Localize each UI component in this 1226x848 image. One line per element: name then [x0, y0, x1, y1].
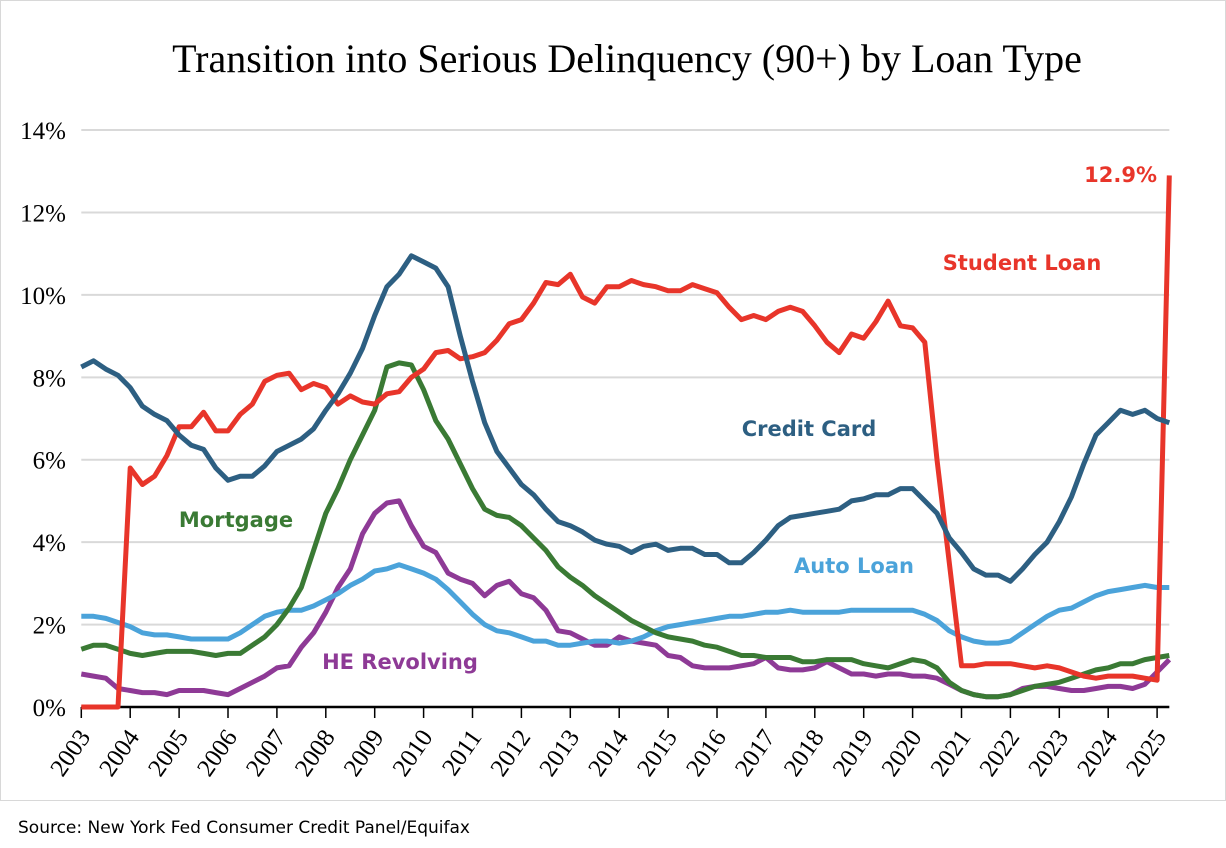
- series-line-auto-loan: [81, 562, 1170, 648]
- y-tick-label: 6%: [33, 448, 66, 475]
- y-tick-label: 2%: [33, 613, 66, 640]
- chart-frame: [0, 0, 1226, 801]
- y-tick-label: 4%: [33, 530, 66, 557]
- series-label-student-loan: Student Loan: [943, 251, 1102, 275]
- series-label-he-revolving: HE Revolving: [322, 650, 478, 674]
- series-label-mortgage: Mortgage: [179, 508, 293, 532]
- source-note: Source: New York Fed Consumer Credit Pan…: [18, 818, 470, 838]
- y-tick-label: 12%: [20, 200, 66, 227]
- series-line-mortgage: [80, 360, 1170, 700]
- series-label-auto-loan: Auto Loan: [794, 554, 914, 578]
- gridlines: [81, 129, 1170, 626]
- y-tick-label: 0%: [33, 695, 66, 722]
- y-tick-label: 14%: [20, 118, 66, 145]
- series-lines: [80, 175, 1172, 710]
- chart-title: Transition into Serious Delinquency (90+…: [172, 36, 1082, 81]
- last-value-annotation: 12.9%: [1084, 163, 1157, 187]
- series-labels: Student Loan Credit Card Mortgage Auto Loan…: [179, 163, 1157, 674]
- y-axis: 0% 2% 4% 6% 8% 10% 12% 14%: [20, 118, 66, 722]
- y-tick-label: 10%: [20, 283, 66, 310]
- series-label-credit-card: Credit Card: [742, 417, 877, 441]
- series-line-student-loan: [81, 175, 1172, 710]
- series-line-credit-card: [80, 253, 1171, 584]
- y-tick-label: 8%: [33, 365, 66, 392]
